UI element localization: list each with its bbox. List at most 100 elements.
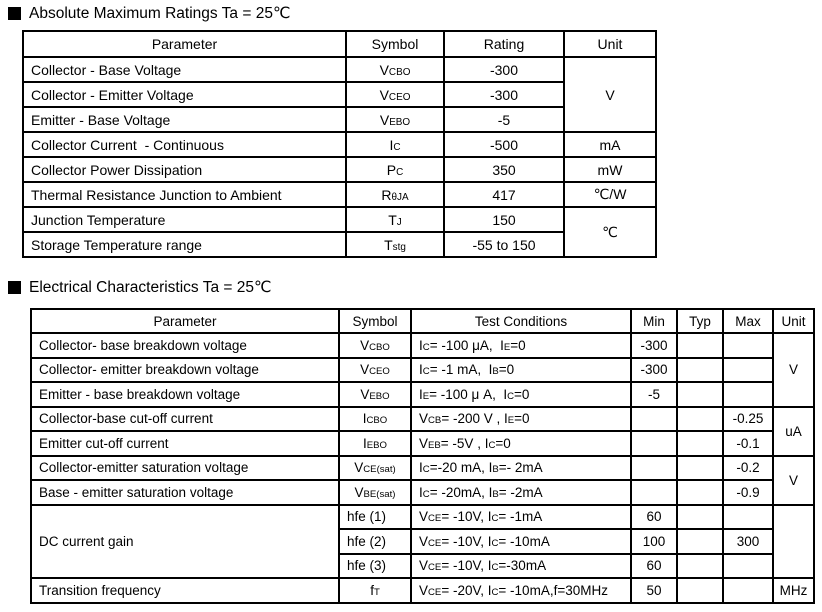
symbol-subscript: CEO [388, 91, 411, 103]
table-cell: IEBO [338, 430, 412, 457]
table-cell: -0.25 [722, 405, 774, 432]
table-cell: VCEO [345, 81, 445, 108]
table-cell: hfe (1) [338, 503, 412, 530]
table-cell [722, 577, 774, 604]
table-row: Collector - Emitter Voltage VCEO -300 [22, 81, 656, 108]
table-row: hfe (2) VCE= -10V, IC= -10mA 100 300 [31, 528, 814, 555]
section-title-electrical-characteristics: Electrical Characteristics Ta = 25℃ [8, 278, 271, 297]
symbol-subscript: stg [392, 241, 406, 253]
table-cell: VCBO [338, 332, 412, 359]
table-cell [722, 503, 774, 530]
column-header-parameter: Parameter [22, 30, 347, 58]
table-row: Collector Power Dissipation PC 350 mW [22, 156, 657, 183]
symbol-subscript: C [507, 390, 515, 402]
table-cell [722, 552, 774, 579]
symbol-subscript: C [396, 166, 404, 178]
table-cell: Collector Current - Continuous [22, 131, 347, 158]
table-cell: 60 [630, 503, 678, 530]
symbol-subscript: B [492, 366, 499, 378]
table-cell: VCBO [345, 56, 445, 83]
table-cell: VCE= -10V, IC= -10mA [410, 528, 632, 555]
table-cell: VCE= -10V, IC=-30mA [410, 552, 632, 579]
table-cell: VCE= -10V, IC= -1mA [410, 503, 632, 530]
table-cell [630, 405, 678, 432]
table-cell: Collector - Base Voltage [22, 56, 347, 83]
symbol-subscript: EBO [389, 116, 411, 128]
symbol-subscript: E [503, 341, 511, 353]
column-header-unit: Unit [772, 308, 815, 334]
table-cell [676, 332, 724, 359]
table-cell: IC=-20 mA, IB=- 2mA [410, 454, 632, 481]
table-cell: Thermal Resistance Junction to Ambient [22, 181, 347, 208]
table-cell: VCE= -20V, IC= -10mA,f=30MHz [410, 577, 632, 604]
table-cell [630, 430, 678, 457]
symbol-subscript: E [507, 415, 515, 427]
symbol-subscript: CBO [369, 341, 390, 353]
section-title-text: Electrical Characteristics Ta = 25℃ [29, 279, 272, 296]
table-cell: VBE(sat) [338, 479, 412, 506]
symbol-subscript: C [422, 464, 430, 476]
table-cell: VCE(sat) [338, 454, 412, 481]
table-row: Collector- emitter breakdown voltage VCEO… [30, 356, 814, 383]
table-cell: VCB= -200 V , IE=0 [410, 405, 632, 432]
table-cell: Tstg [345, 231, 445, 258]
table-cell [676, 479, 724, 506]
column-header-max: Max [722, 308, 774, 334]
table-cell [676, 454, 724, 481]
column-header-rating: Rating [443, 30, 565, 58]
table-cell: Emitter - base breakdown voltage [30, 381, 340, 408]
table-cell: IC [345, 131, 445, 158]
table-cell: 100 [630, 528, 678, 555]
table-cell [676, 528, 724, 555]
symbol-subscript: C [491, 586, 499, 598]
table-cell: -300 [443, 81, 565, 108]
absolute-maximum-ratings-table: Parameter Symbol Rating Unit Collector - Ba… [22, 30, 657, 258]
symbol-subscript: CE [428, 562, 442, 574]
table-cell: Emitter - Base Voltage [22, 106, 347, 133]
table-cell: Transition frequency [30, 577, 340, 604]
table-cell: 50 [630, 577, 678, 604]
symbol-subscript: C [422, 366, 430, 378]
symbol-subscript: C [488, 439, 496, 451]
table-cell: fT [338, 577, 412, 604]
table-cell: Emitter cut-off current [30, 430, 340, 457]
table-cell: VCEO [338, 356, 412, 383]
symbol-subscript: CE [428, 513, 442, 525]
table-cell [676, 356, 724, 383]
table-cell: ICBO [338, 405, 412, 432]
table-row: Storage Temperature range Tstg -55 to 150 [22, 231, 656, 258]
table-cell [676, 405, 724, 432]
table-cell: hfe (3) [338, 552, 412, 579]
table-cell: -300 [443, 56, 565, 83]
symbol-subscript: CB [428, 415, 442, 427]
table-row: Collector Current - Continuous IC -500 mA [22, 131, 657, 158]
table-cell [676, 552, 724, 579]
table-cell: ℃ [563, 206, 657, 258]
column-header-symbol: Symbol [338, 308, 412, 334]
symbol-subscript: CBO [366, 415, 388, 427]
symbol-subscript: B [492, 488, 499, 500]
column-header-min: Min [630, 308, 678, 334]
table-cell: RθJA [345, 181, 445, 208]
table-row: Emitter - Base Voltage VEBO -5 [22, 106, 656, 133]
table-cell: -300 [630, 332, 678, 359]
symbol-subscript: C [491, 562, 499, 574]
table-cell: Collector-base cut-off current [30, 405, 340, 432]
symbol-subscript: CBO [388, 66, 411, 78]
table-cell: 417 [443, 181, 565, 208]
table-cell: TJ [345, 206, 445, 233]
table-cell: Junction Temperature [22, 206, 347, 233]
table-row: DC current gain hfe (1) VCE= -10V, IC= -1m… [30, 503, 815, 579]
table-cell: VEBO [338, 381, 412, 408]
table-cell: V [772, 332, 815, 408]
column-header-parameter: Parameter [30, 308, 340, 334]
header-row: Parameter Symbol Rating Unit [22, 30, 657, 58]
table-row: Emitter cut-off current IEBO VEB= -5V , IC… [30, 430, 814, 457]
table-cell: uA [772, 405, 815, 457]
header-row: Parameter Symbol Test Conditions Min Typ Max U… [30, 308, 815, 334]
table-cell: IE= -100 μ A, IC=0 [410, 381, 632, 408]
table-cell [676, 381, 724, 408]
table-cell: V [563, 56, 657, 133]
table-cell: IC= -100 μA, IE=0 [410, 332, 632, 359]
